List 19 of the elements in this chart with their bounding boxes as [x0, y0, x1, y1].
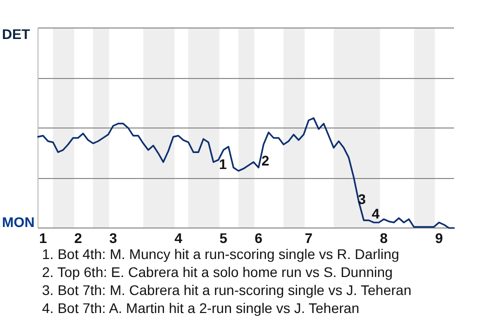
text: DET — [2, 26, 30, 42]
x-tick-label: 7 — [304, 230, 313, 246]
text: 3. Bot 7th: M. Cabrera hit a run-scoring single vs J. Teheran — [42, 282, 412, 298]
text: MON — [2, 214, 35, 230]
annotation: 3 — [358, 191, 366, 207]
annotation: 2 — [262, 152, 270, 169]
x-tick-label: 6 — [254, 230, 263, 246]
x-tick-label: 5 — [220, 230, 228, 246]
annotation: 4 — [372, 205, 380, 222]
text: 1. Bot 4th: M. Muncy hit a run-scoring single vs R. Darling — [42, 246, 400, 262]
x-tick-label: 1 — [39, 230, 48, 246]
x-tick-label: 2 — [74, 230, 82, 246]
annotation: 1 — [219, 156, 227, 172]
x-tick-label: 8 — [380, 230, 388, 246]
x-tick-label: 9 — [435, 230, 444, 246]
x-tick-label: 4 — [174, 230, 182, 246]
text: 4. Bot 7th: A. Martin hit a 2-run single vs J. Teheran — [42, 300, 360, 316]
x-tick-label: 3 — [109, 230, 118, 246]
text: 2. Top 6th: E. Cabrera hit a solo home run vs S. Dunning — [42, 264, 393, 280]
